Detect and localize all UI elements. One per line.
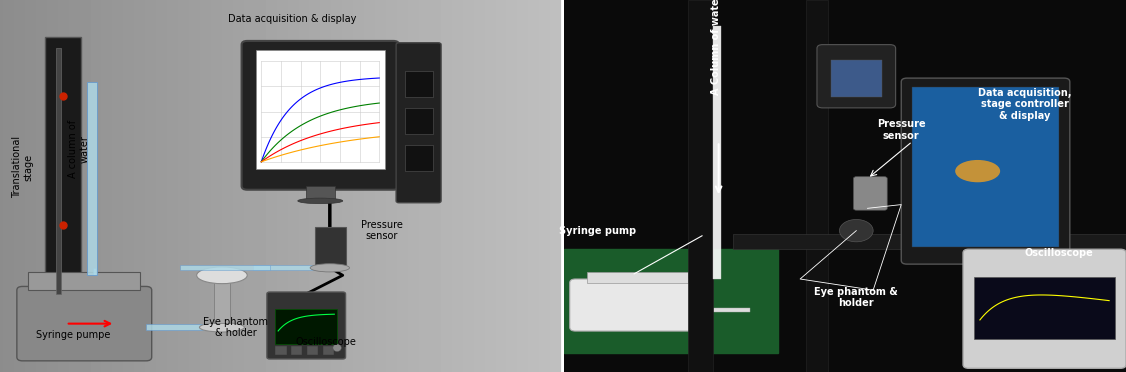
Bar	[180, 265, 270, 270]
Ellipse shape	[310, 264, 349, 272]
FancyBboxPatch shape	[45, 37, 81, 305]
Bar	[28, 272, 141, 290]
Ellipse shape	[333, 344, 341, 352]
Bar	[305, 186, 334, 201]
Text: Pressure
sensor: Pressure sensor	[361, 220, 403, 241]
Text: Data acquisition,
stage controller
& display: Data acquisition, stage controller & dis…	[978, 87, 1072, 121]
Bar	[56, 48, 62, 294]
Bar	[214, 278, 231, 323]
Bar	[256, 50, 385, 169]
Ellipse shape	[955, 160, 1000, 182]
FancyBboxPatch shape	[267, 292, 346, 359]
Bar	[322, 346, 333, 355]
Ellipse shape	[840, 219, 873, 242]
Ellipse shape	[199, 323, 244, 332]
Bar	[969, 260, 1001, 275]
Bar	[291, 346, 302, 355]
Text: A column of
water: A column of water	[68, 120, 89, 178]
Bar	[733, 234, 1126, 249]
Bar	[276, 346, 286, 355]
FancyBboxPatch shape	[901, 78, 1070, 264]
FancyBboxPatch shape	[570, 279, 705, 331]
Bar	[404, 145, 432, 171]
Text: Syringe pumpe: Syringe pumpe	[36, 330, 110, 340]
Bar	[87, 83, 97, 275]
Bar	[404, 108, 432, 134]
Text: Eye phantom
& holder: Eye phantom & holder	[204, 317, 268, 338]
Bar	[253, 265, 314, 270]
Bar	[806, 0, 829, 372]
Text: Data acquisition & display: Data acquisition & display	[227, 14, 356, 23]
Text: Syringe pump: Syringe pump	[560, 226, 636, 235]
Bar	[974, 277, 1115, 339]
Bar	[699, 308, 750, 312]
Text: Eye phantom &
holder: Eye phantom & holder	[814, 287, 899, 308]
Text: Oscilloscope: Oscilloscope	[1025, 248, 1093, 258]
Text: Pressure
sensor: Pressure sensor	[877, 119, 926, 141]
Bar	[404, 71, 432, 97]
Bar	[92, 268, 96, 275]
Bar	[912, 87, 1058, 247]
Bar	[688, 0, 713, 372]
Bar	[314, 227, 346, 268]
Bar	[276, 309, 337, 344]
Ellipse shape	[297, 198, 342, 203]
FancyBboxPatch shape	[817, 45, 895, 108]
FancyBboxPatch shape	[242, 41, 399, 190]
Bar	[713, 26, 722, 279]
Text: Translational
stage: Translational stage	[11, 136, 34, 199]
Ellipse shape	[197, 267, 248, 283]
FancyBboxPatch shape	[17, 286, 152, 361]
Text: A Column of water: A Column of water	[711, 0, 721, 95]
Bar	[306, 346, 318, 355]
Bar	[146, 324, 214, 330]
Text: Oscilloscope: Oscilloscope	[295, 337, 356, 347]
FancyBboxPatch shape	[854, 177, 887, 210]
Bar	[831, 60, 882, 97]
FancyBboxPatch shape	[564, 249, 778, 353]
FancyBboxPatch shape	[396, 43, 441, 203]
FancyBboxPatch shape	[963, 249, 1126, 368]
Bar	[587, 272, 688, 283]
